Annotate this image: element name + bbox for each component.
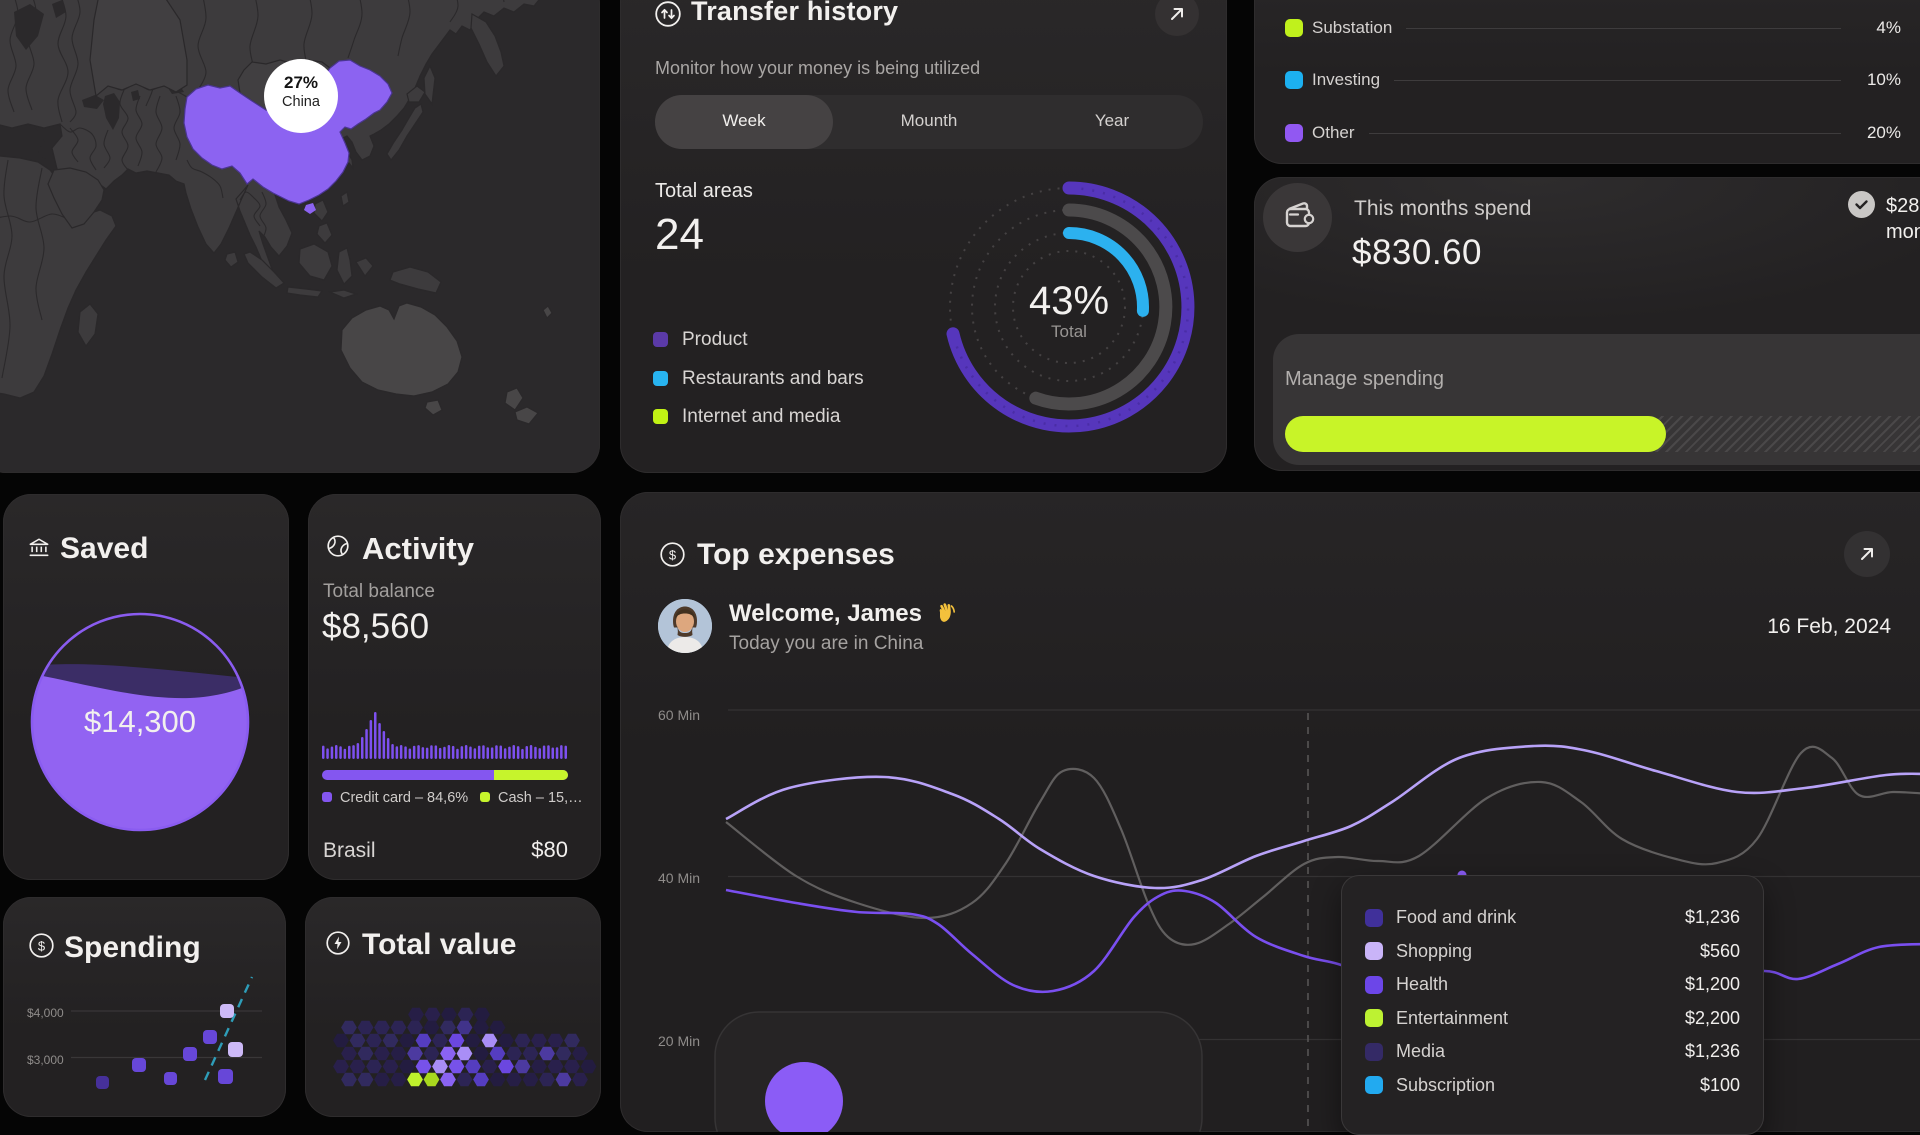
svg-text:$3,000: $3,000 [27, 1053, 64, 1067]
svg-text:$: $ [669, 548, 677, 563]
svg-text:$4,000: $4,000 [27, 1006, 64, 1020]
svg-text:$: $ [38, 939, 46, 954]
